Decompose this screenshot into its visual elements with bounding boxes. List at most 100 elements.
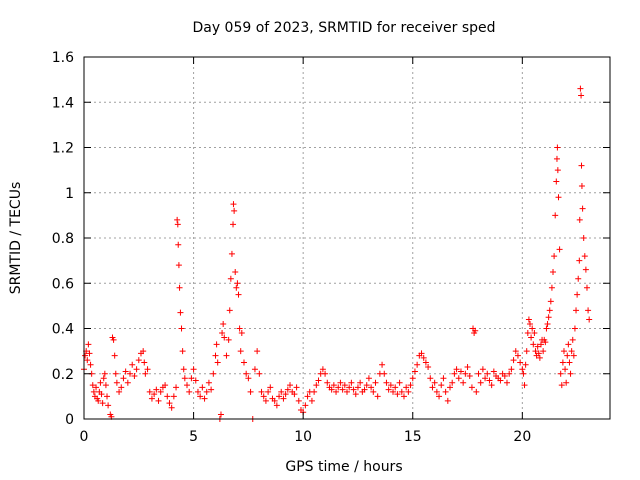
data-point (532, 348, 539, 355)
data-point (514, 352, 521, 359)
data-point (497, 377, 504, 384)
data-point (324, 379, 331, 386)
data-point (293, 384, 300, 391)
data-point (84, 357, 91, 364)
plot-frame (83, 56, 611, 420)
data-point (233, 284, 240, 291)
data-point (348, 379, 355, 386)
data-point (580, 235, 587, 241)
data-point (425, 363, 432, 370)
data-point (357, 379, 364, 386)
axis-ticks: 0 0.2 0.4 0.6 0.8 1 1.2 1.4 1.6 0 5 10 15 20 (52, 50, 610, 445)
data-point (517, 359, 524, 366)
data-point (569, 336, 576, 343)
data-point (151, 391, 158, 398)
data-point (585, 307, 592, 314)
data-point (251, 366, 258, 373)
data-point (287, 382, 294, 389)
data-point (225, 336, 232, 343)
data-point (254, 348, 261, 355)
data-point (390, 388, 397, 395)
data-point (194, 388, 201, 395)
data-point (553, 178, 560, 185)
data-point (335, 384, 342, 391)
data-point (579, 205, 586, 212)
data-point (236, 325, 243, 332)
x-tick-label: 15 (404, 429, 422, 445)
data-point (554, 144, 561, 151)
data-point (278, 388, 285, 395)
data-point (527, 320, 534, 327)
data-point (548, 284, 555, 291)
data-point (582, 266, 589, 273)
data-point (479, 366, 486, 373)
data-point (112, 370, 119, 377)
data-point (179, 348, 186, 355)
data-point (122, 368, 129, 375)
data-point (97, 379, 104, 386)
data-point (381, 370, 388, 377)
data-point (228, 250, 235, 257)
data-point (205, 379, 212, 386)
data-point (105, 402, 112, 409)
data-point (118, 384, 125, 391)
data-point (230, 221, 237, 228)
data-point (313, 382, 320, 389)
data-point (116, 388, 123, 395)
data-point (368, 384, 375, 391)
data-point (578, 162, 585, 169)
data-point (551, 253, 558, 260)
data-point (475, 370, 482, 377)
data-point (166, 400, 173, 407)
data-point (583, 284, 590, 291)
data-point (212, 352, 219, 359)
x-tick-label: 20 (513, 429, 531, 445)
data-point (482, 375, 489, 382)
data-point (175, 262, 182, 269)
data-point (245, 375, 252, 382)
data-point (284, 386, 291, 393)
data-point (230, 201, 237, 208)
data-point (545, 314, 552, 321)
data-point (565, 341, 572, 348)
data-point (217, 411, 224, 418)
data-point (86, 350, 93, 357)
data-point (146, 388, 153, 395)
data-point (440, 375, 447, 382)
data-point (521, 382, 528, 389)
data-point (550, 268, 557, 275)
data-point (176, 284, 183, 291)
data-point (510, 357, 517, 364)
data-point (153, 386, 160, 393)
data-point (418, 350, 425, 357)
data-point (396, 379, 403, 386)
x-tick-label: 0 (80, 429, 89, 445)
data-point (529, 325, 536, 332)
data-point (276, 393, 283, 400)
data-point (403, 384, 410, 391)
data-point (231, 207, 238, 214)
data-point (256, 370, 263, 377)
data-point (90, 388, 97, 395)
data-point (387, 382, 394, 389)
y-tick-label: 0 (65, 412, 74, 428)
data-point (188, 375, 195, 382)
data-point (240, 359, 247, 366)
data-point (220, 320, 227, 327)
data-point (552, 212, 559, 219)
data-point (488, 382, 495, 389)
data-point (238, 330, 245, 337)
data-point (363, 382, 370, 389)
data-point (468, 384, 475, 391)
data-point (98, 391, 105, 398)
data-point (407, 382, 414, 389)
data-point (127, 370, 134, 377)
data-point (578, 182, 585, 189)
data-point (199, 384, 206, 391)
data-point (564, 352, 571, 359)
data-point (258, 388, 265, 395)
data-point (201, 395, 208, 402)
data-point (566, 359, 573, 366)
data-point (464, 363, 471, 370)
